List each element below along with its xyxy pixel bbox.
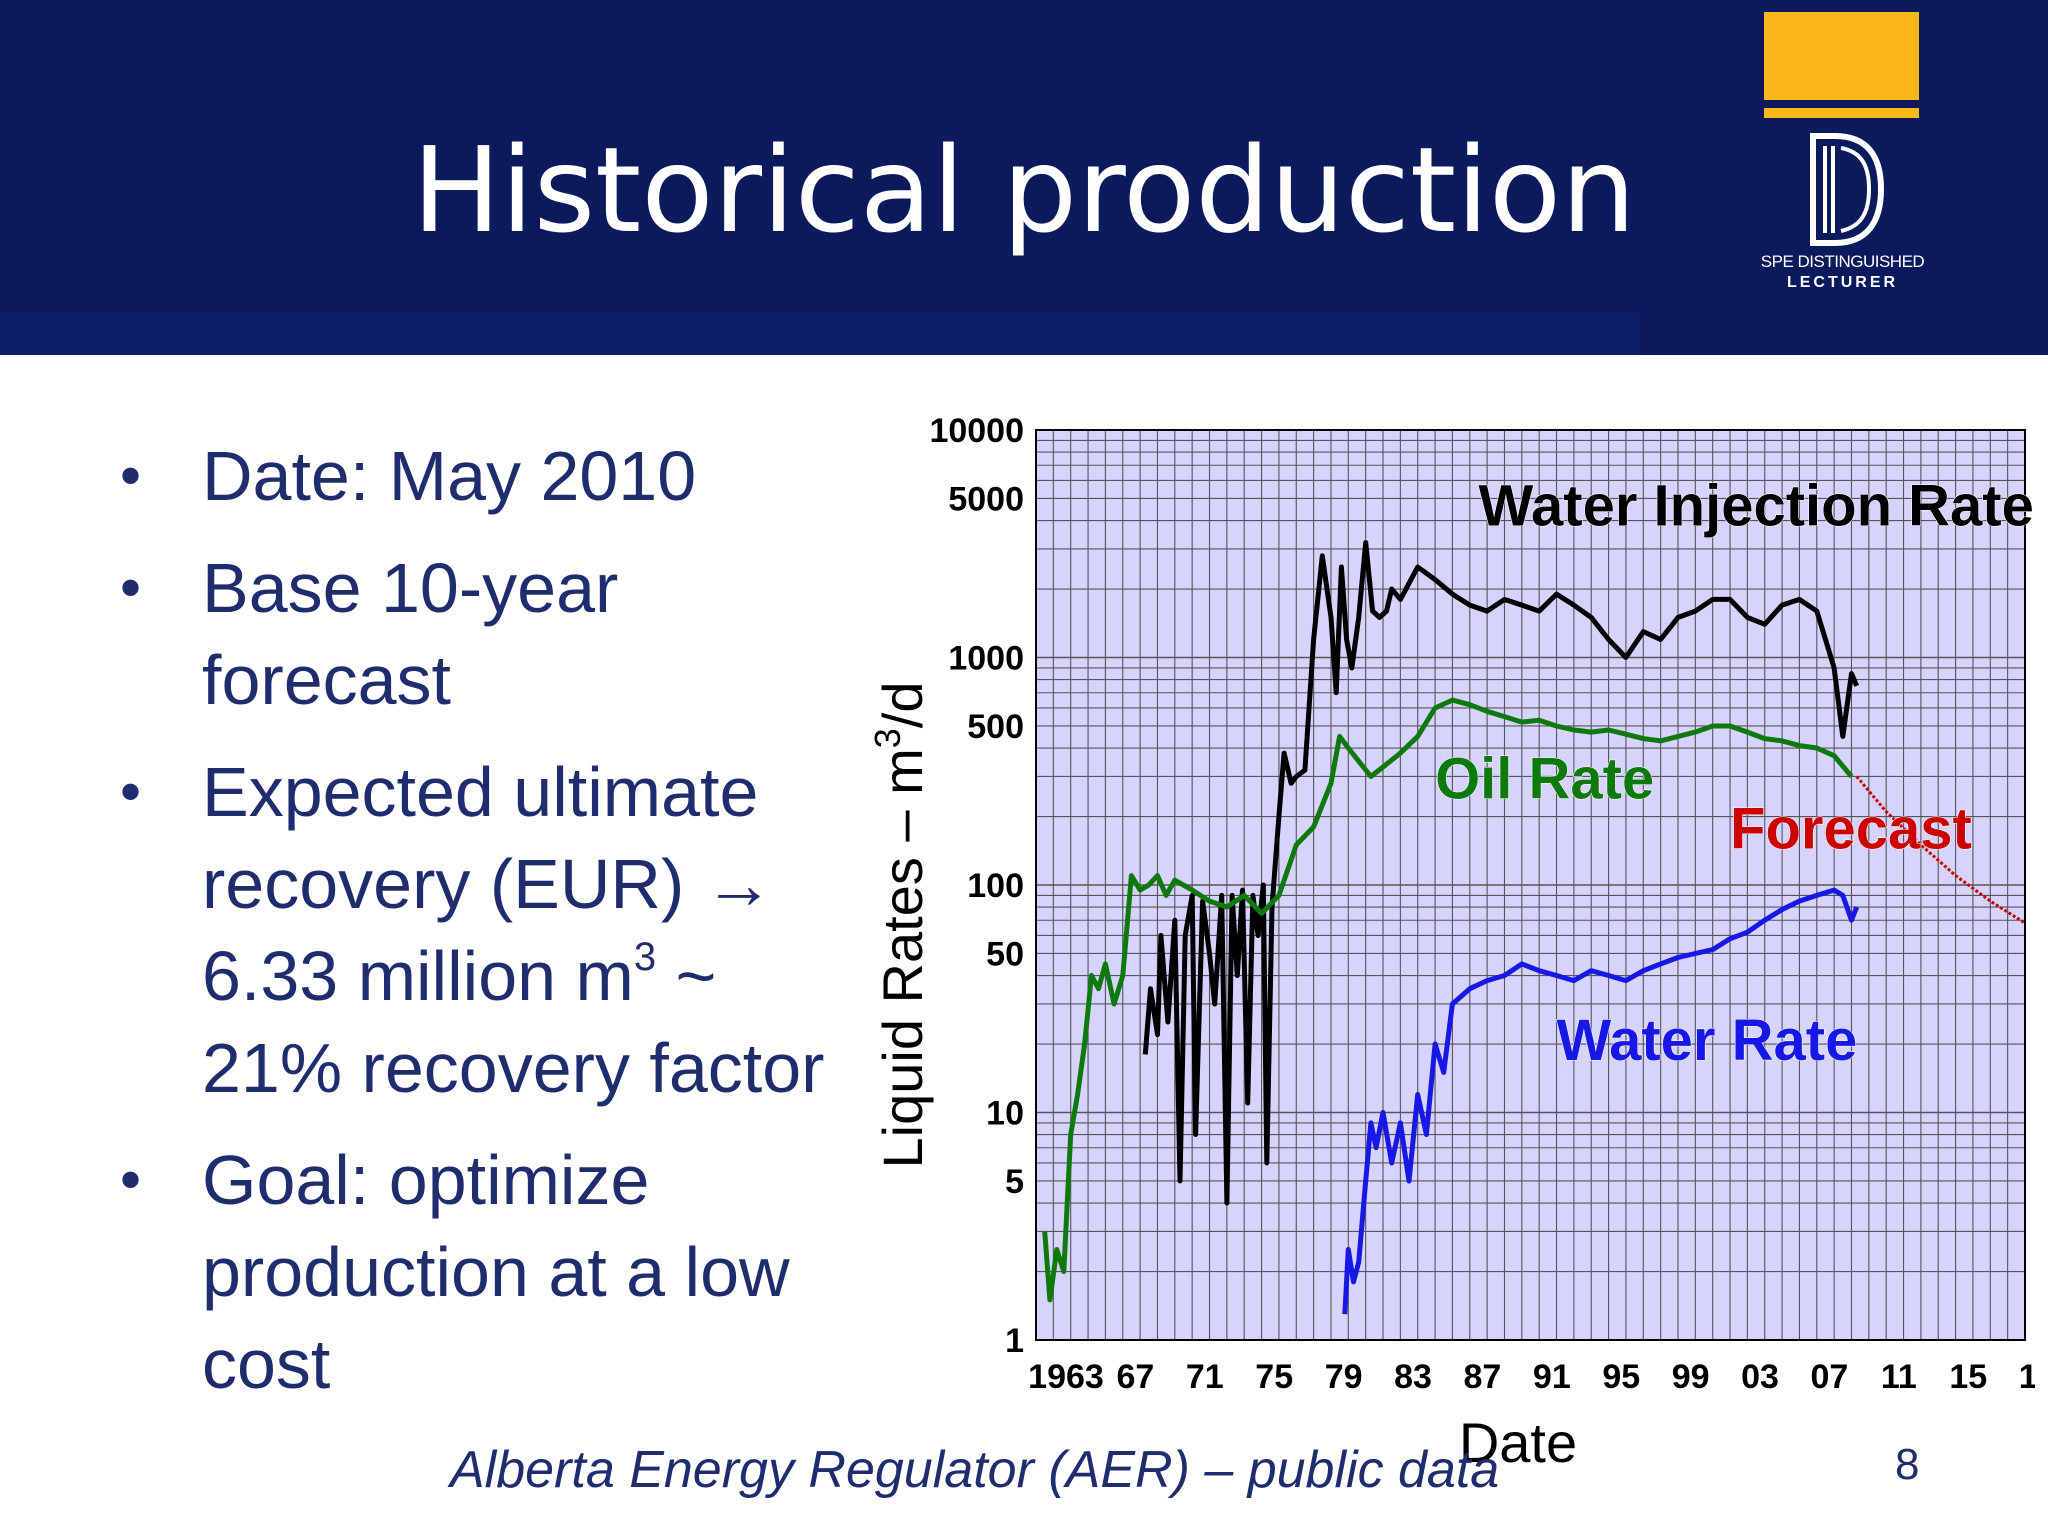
x-tick-label: 75 — [1255, 1358, 1293, 1396]
x-tick-label: 15 — [1949, 1358, 1987, 1396]
y-tick-label: 5 — [1005, 1163, 1024, 1201]
bullet-superscript: 3 — [633, 935, 657, 979]
water-injection-rate-label: Water Injection Rate — [1478, 474, 2033, 539]
x-tick-label: 83 — [1394, 1358, 1432, 1396]
y-axis-title-main: Liquid Rates – m — [871, 748, 934, 1168]
y-tick-label: 10000 — [929, 412, 1024, 450]
x-tick-label: 95 — [1602, 1358, 1640, 1396]
water-rate-label: Water Rate — [1557, 1008, 1858, 1073]
y-tick-label: 5000 — [948, 480, 1024, 518]
oil-rate-line — [1042, 697, 1854, 1303]
logo-d-icon — [1810, 133, 1885, 246]
bullet-text-cont: ~ 21% recovery factor — [202, 937, 825, 1107]
y-axis-title-superscript: 3 — [867, 728, 908, 748]
x-tick-label: 71 — [1186, 1358, 1224, 1396]
source-caption: Alberta Energy Regulator (AER) – public … — [450, 1441, 1500, 1499]
y-axis-title: Liquid Rates – m3/d — [867, 682, 934, 1169]
logo-text-line1: SPE DISTINGUISHED — [1760, 252, 1925, 271]
bullet-item: Base 10-year forecast — [120, 542, 840, 726]
y-tick-label: 500 — [967, 708, 1024, 746]
water-rate-line — [1342, 887, 1860, 1315]
x-tick-label: 19 — [2019, 1358, 2035, 1396]
x-tick-label: 99 — [1672, 1358, 1710, 1396]
x-tick-label: 91 — [1533, 1358, 1571, 1396]
spe-distinguished-lecturer-logo: SPE DISTINGUISHED LECTURER — [1750, 0, 2048, 355]
bullet-item: Date: May 2010 — [120, 430, 840, 522]
x-tick-label: 07 — [1811, 1358, 1849, 1396]
x-tick-label: 1963 — [1028, 1358, 1104, 1396]
y-tick-label: 10 — [986, 1095, 1024, 1133]
bullet-item: Goal: optimize production at a low cost — [120, 1134, 840, 1410]
y-tick-label: 1 — [1005, 1322, 1024, 1360]
logo-gold-block — [1764, 12, 1919, 100]
x-axis-title: Date — [1459, 1411, 1577, 1474]
y-tick-label: 1000 — [948, 640, 1024, 678]
x-tick-label: 67 — [1116, 1358, 1154, 1396]
y-axis-title-unit: /d — [871, 682, 934, 729]
forecast-line — [1855, 775, 2026, 925]
y-tick-label: 50 — [986, 935, 1024, 973]
logo-text-line2: LECTURER — [1786, 274, 1899, 291]
slide-title: Historical production — [412, 121, 1636, 259]
production-chart: Water Injection Rate Oil Rate Water Rate Fo… — [867, 412, 2035, 1474]
bullet-list: Date: May 2010 Base 10-year forecast Exp… — [120, 430, 840, 1430]
page-number: 8 — [1895, 1440, 1920, 1489]
oil-rate-label: Oil Rate — [1435, 747, 1654, 812]
bullet-text: Base 10-year forecast — [202, 549, 619, 719]
slide-header: Historical production SPE DISTINGUISHED … — [0, 0, 2048, 355]
water-injection-rate-line — [1142, 540, 1860, 1206]
bullet-item: Expected ultimate recovery (EUR) → 6.33 … — [120, 746, 840, 1114]
forecast-label: Forecast — [1730, 796, 1972, 861]
bullet-text: Date: May 2010 — [202, 437, 697, 515]
plot-frame — [1035, 429, 2026, 1341]
x-tick-label: 79 — [1325, 1358, 1363, 1396]
logo-gold-line — [1764, 108, 1919, 118]
bullet-text: Goal: optimize production at a low cost — [202, 1141, 790, 1403]
x-tick-label: 11 — [1881, 1358, 1917, 1396]
header-band — [0, 312, 1640, 355]
bullet-text: Expected ultimate recovery (EUR) → 6.33 … — [202, 753, 774, 1015]
x-tick-label: 03 — [1741, 1358, 1779, 1396]
x-tick-label: 87 — [1464, 1358, 1502, 1396]
y-tick-label: 100 — [967, 867, 1024, 905]
